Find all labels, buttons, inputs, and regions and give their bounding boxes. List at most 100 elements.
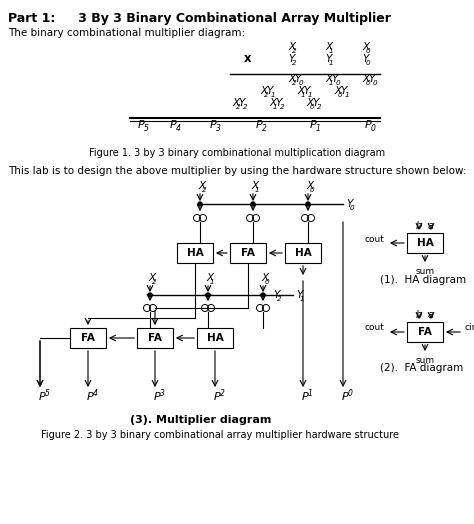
Text: 0: 0 [371,124,375,133]
Text: X: X [251,181,258,191]
Text: b: b [416,310,422,320]
Text: 2: 2 [264,92,269,97]
Text: Y: Y [313,98,319,108]
Text: X: X [297,86,304,96]
Text: X: X [198,181,205,191]
Text: 3 By 3 Binary Combinational Array Multiplier: 3 By 3 Binary Combinational Array Multip… [52,12,391,25]
Text: Y: Y [267,86,273,96]
Text: X: X [288,74,295,84]
Text: 2: 2 [243,104,247,110]
Text: X: X [306,181,313,191]
Text: Y: Y [295,74,301,84]
Text: 0: 0 [348,389,353,398]
Text: cin: cin [465,323,474,333]
Text: 1: 1 [329,48,334,53]
Text: Y: Y [369,74,375,84]
Text: Y: Y [362,54,368,64]
Text: 3: 3 [160,389,165,398]
Text: X: X [306,98,313,108]
Text: X: X [362,42,369,52]
Text: 1: 1 [210,279,215,285]
Text: Y: Y [273,290,279,300]
Text: 4: 4 [93,389,98,398]
Text: (3). Multiplier diagram: (3). Multiplier diagram [130,415,272,425]
Text: 5: 5 [144,124,148,133]
Text: X: X [269,98,276,108]
Text: X: X [288,42,295,52]
Bar [177,243,213,263]
Circle shape [148,293,152,297]
Text: 1: 1 [329,80,334,85]
Text: P: P [214,392,221,402]
Text: P: P [310,120,317,130]
Text: 1: 1 [308,389,313,398]
Text: Y: Y [325,54,331,64]
Text: 2: 2 [292,80,297,85]
Text: X: X [362,74,369,84]
Text: Y: Y [332,74,338,84]
Text: Y: Y [346,199,352,209]
Text: P: P [138,120,145,130]
Text: 1: 1 [300,296,305,302]
Text: 2: 2 [277,296,282,302]
Text: 2: 2 [152,279,157,285]
Bar [407,233,443,253]
Text: 2: 2 [292,48,297,53]
Circle shape [306,202,310,206]
Text: 2: 2 [220,389,225,398]
Text: 5: 5 [45,389,50,398]
Bar [137,328,173,348]
Text: 0: 0 [366,60,371,66]
Text: a: a [428,221,434,231]
Text: Y: Y [341,86,347,96]
Text: 1: 1 [345,92,349,97]
Text: FA: FA [418,327,432,337]
Text: Y: Y [239,98,245,108]
Text: HA: HA [295,248,311,258]
Text: HA: HA [207,333,223,343]
Text: 2: 2 [317,104,321,110]
Text: 0: 0 [338,92,343,97]
Text: FA: FA [81,333,95,343]
Text: cout: cout [364,235,384,244]
Text: Y: Y [276,98,282,108]
Text: P: P [210,120,217,130]
Text: X: X [334,86,341,96]
Text: 3: 3 [216,124,220,133]
Text: Y: Y [288,54,294,64]
Text: FA: FA [241,248,255,258]
Text: 0: 0 [366,80,371,85]
Text: HA: HA [187,248,203,258]
Text: X: X [325,42,332,52]
Text: sum: sum [415,356,435,365]
Bar [230,243,266,263]
Text: The binary combinational multiplier diagram:: The binary combinational multiplier diag… [8,28,245,38]
Text: 0: 0 [336,80,340,85]
Text: P: P [39,392,46,402]
Bar [285,243,321,263]
Text: (2).  FA diagram: (2). FA diagram [380,363,463,373]
Circle shape [251,202,255,206]
Text: Figure 1. 3 by 3 binary combinational multiplication diagram: Figure 1. 3 by 3 binary combinational mu… [89,148,385,158]
Text: X: X [148,273,155,283]
Text: Y: Y [304,86,310,96]
Text: X: X [206,273,213,283]
Text: 4: 4 [175,124,181,133]
Text: P: P [365,120,372,130]
Text: Figure 2. 3 by 3 binary combinational array multiplier hardware structure: Figure 2. 3 by 3 binary combinational ar… [41,430,399,440]
Text: 1: 1 [301,92,306,97]
Text: HA: HA [417,238,433,248]
Bar [407,322,443,342]
Bar [70,328,106,348]
Text: 2: 2 [292,60,297,66]
Text: 0: 0 [310,104,315,110]
Text: 1: 1 [271,92,275,97]
Text: 2: 2 [236,104,241,110]
Bar [197,328,233,348]
Text: b: b [416,221,422,231]
Text: a: a [428,310,434,320]
Text: x: x [244,52,252,65]
Text: P: P [256,120,263,130]
Text: 0: 0 [299,80,303,85]
Text: X: X [232,98,239,108]
